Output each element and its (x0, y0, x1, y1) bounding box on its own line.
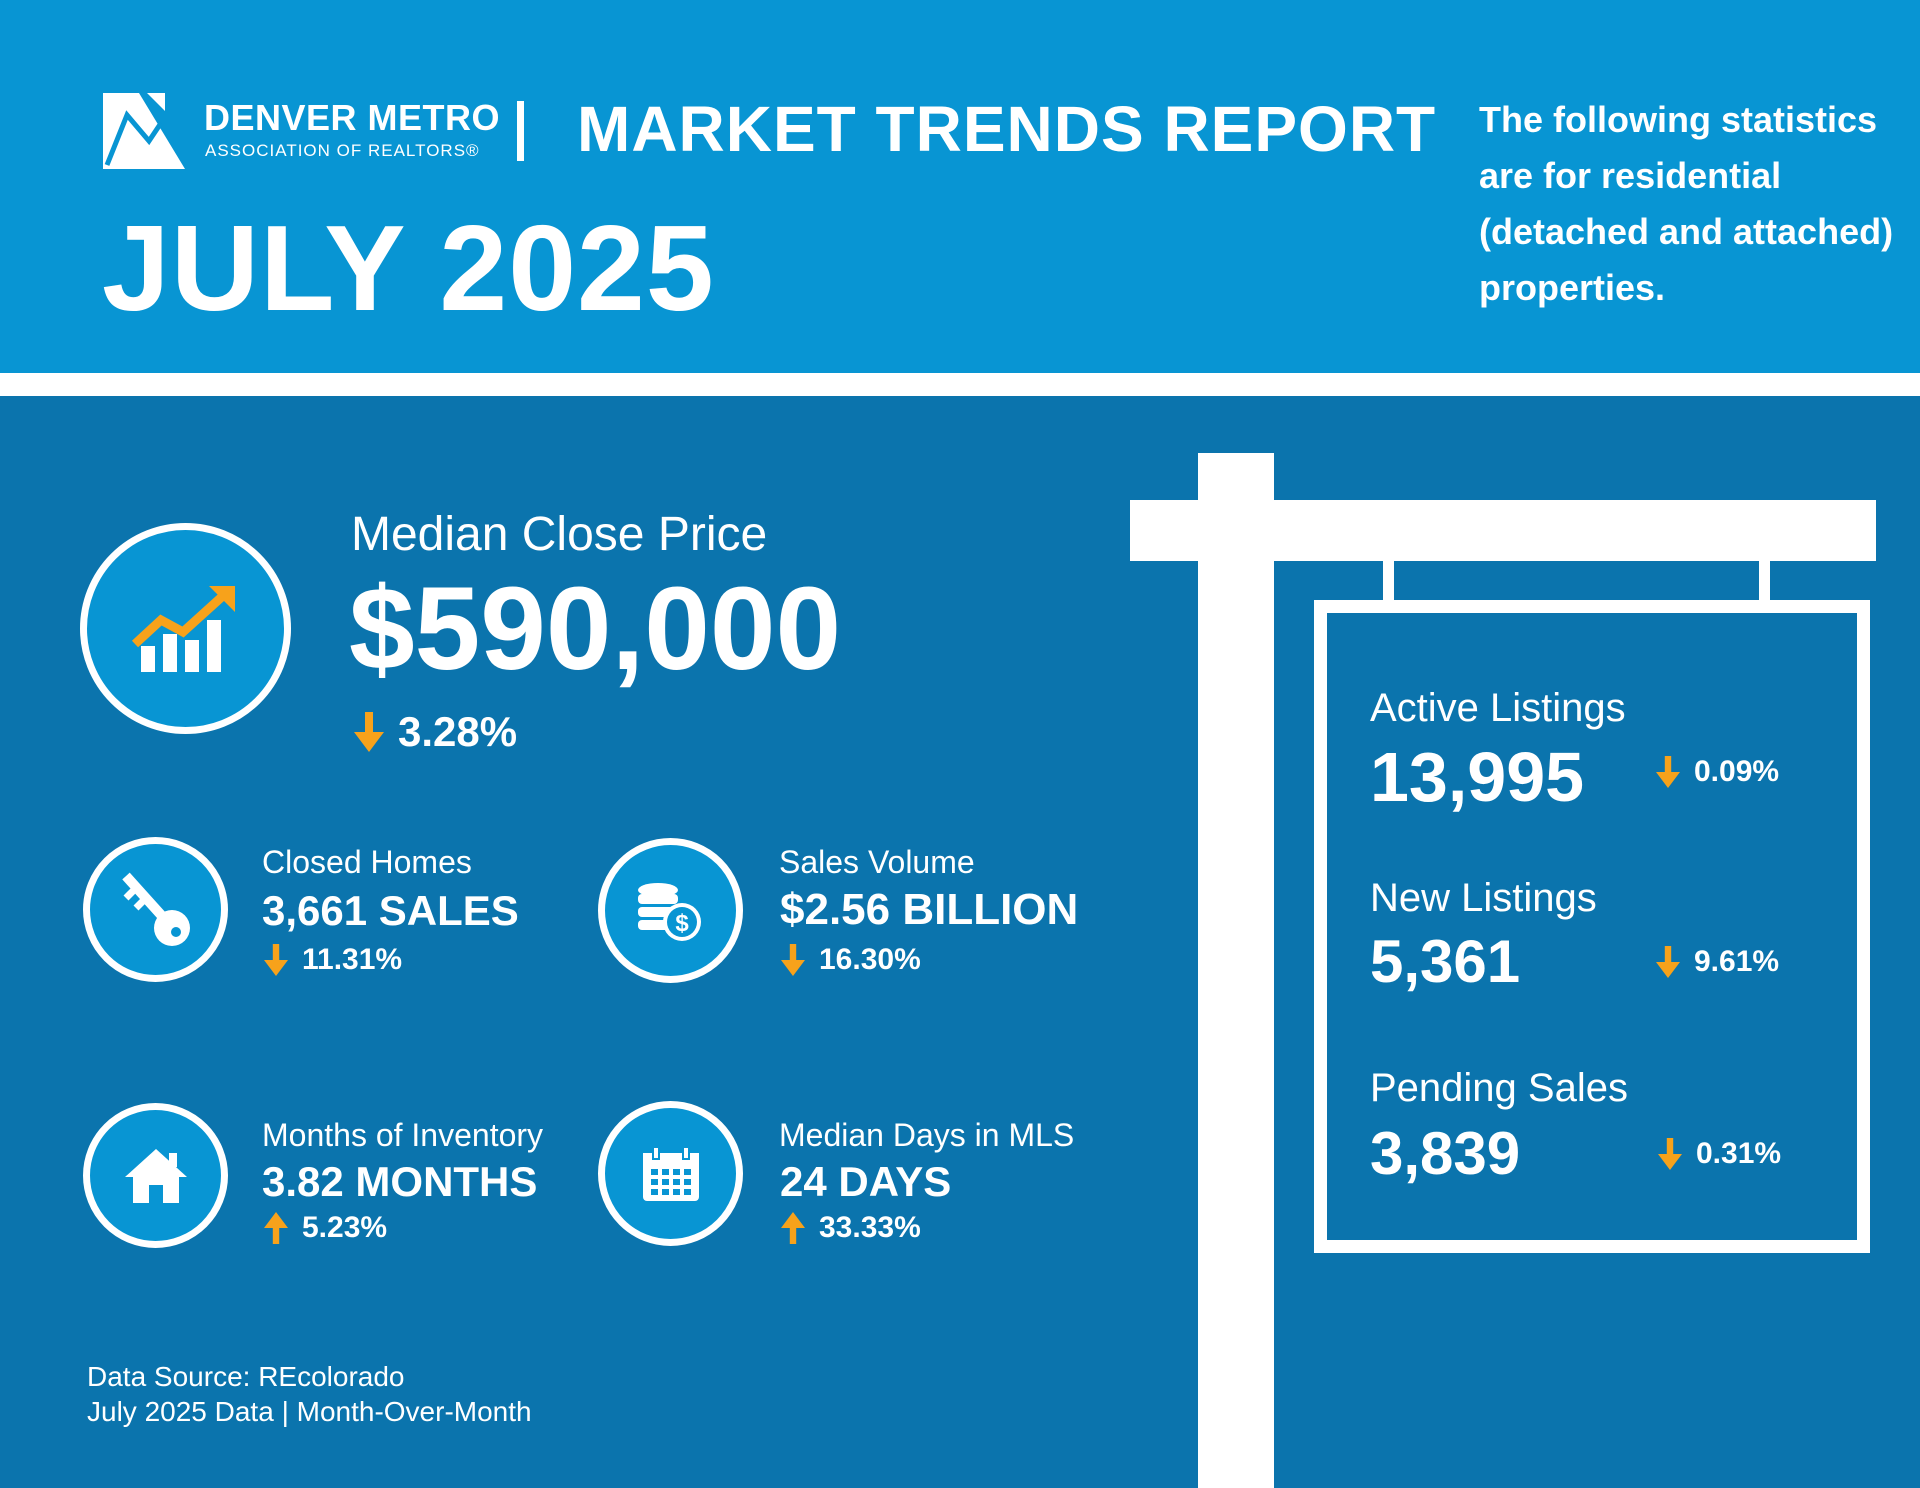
svg-text:$: $ (675, 910, 689, 937)
median-price-label: Median Close Price (351, 508, 768, 561)
days-mls-value: 24 DAYS (780, 1158, 952, 1205)
intro-text: The following statistics are for residen… (1479, 99, 1894, 308)
sales-volume-value: $2.56 BILLION (780, 885, 1079, 934)
months-inventory-change-value: 5.23% (302, 1211, 388, 1244)
closed-homes-change-value: 11.31% (302, 943, 403, 976)
arrow-down-icon (354, 712, 384, 752)
report-title: MARKET TRENDS REPORT (577, 93, 1437, 165)
new-listings-change: 9.61% (1656, 946, 1779, 978)
new-listings-value: 5,361 (1370, 928, 1521, 995)
key-icon (121, 872, 190, 946)
sales-volume-change-value: 16.30% (819, 943, 921, 976)
closed-homes-icon-circle (83, 837, 228, 982)
arrow-up-icon (264, 1212, 288, 1244)
days-mls-change: 33.33% (781, 1212, 921, 1244)
dmar-logo-icon (103, 93, 185, 169)
closed-homes-label: Closed Homes (262, 844, 472, 880)
arrow-down-icon (1658, 1138, 1682, 1170)
months-inventory-value: 3.82 MONTHS (262, 1158, 538, 1205)
arrow-up-icon (781, 1212, 805, 1244)
median-price-value: $590,000 (349, 563, 842, 695)
arrow-down-icon (1656, 756, 1680, 788)
header-banner: DENVER METRO ASSOCIATION OF REALTORS® MA… (0, 0, 1920, 373)
sales-volume-label: Sales Volume (779, 844, 975, 880)
active-listings-change: 0.09% (1656, 756, 1779, 788)
days-mls-label: Median Days in MLS (779, 1117, 1075, 1153)
median-price-change: 3.28% (354, 711, 517, 753)
arrow-down-icon (781, 944, 805, 976)
pending-sales-value: 3,839 (1370, 1120, 1521, 1187)
new-listings-label: New Listings (1370, 876, 1597, 920)
median-price-change-value: 3.28% (398, 708, 518, 755)
org-name: DENVER METRO (204, 97, 501, 138)
closed-homes-value: 3,661 SALES (262, 887, 519, 934)
months-inventory-label: Months of Inventory (262, 1117, 544, 1153)
sign-hanger-right (1759, 561, 1770, 603)
house-icon (124, 1148, 187, 1203)
pending-sales-change: 0.31% (1658, 1138, 1781, 1170)
coins-icon: $ (637, 882, 701, 941)
days-mls-change-value: 33.33% (819, 1211, 921, 1244)
median-price-icon-circle (80, 523, 291, 734)
header-rule (0, 373, 1920, 396)
calendar-icon (642, 1145, 699, 1201)
rising-chart-icon (131, 585, 235, 672)
sales-volume-change: 16.30% (781, 944, 921, 976)
pending-sales-label: Pending Sales (1370, 1066, 1628, 1110)
active-listings-change-value: 0.09% (1694, 755, 1780, 788)
months-inventory-icon-circle (83, 1103, 228, 1248)
period-title: JULY 2025 (102, 200, 715, 336)
closed-homes-change: 11.31% (264, 944, 402, 976)
title-divider (517, 101, 524, 161)
sign-crossbar (1130, 500, 1876, 561)
active-listings-label: Active Listings (1370, 686, 1626, 730)
sign-hanger-left (1383, 561, 1394, 603)
new-listings-change-value: 9.61% (1694, 945, 1780, 978)
data-source: Data Source: REcolorado (87, 1361, 405, 1392)
days-mls-icon-circle (598, 1101, 743, 1246)
listings-sign (1314, 600, 1870, 1253)
sign-post (1198, 453, 1274, 1488)
months-inventory-change: 5.23% (264, 1212, 387, 1244)
sales-volume-icon-circle: $ (598, 838, 743, 983)
active-listings-value: 13,995 (1370, 738, 1585, 816)
arrow-down-icon (1656, 946, 1680, 978)
org-subtitle: ASSOCIATION OF REALTORS® (205, 141, 480, 160)
arrow-down-icon (264, 944, 288, 976)
data-period-note: July 2025 Data | Month-Over-Month (87, 1396, 532, 1427)
pending-sales-change-value: 0.31% (1696, 1137, 1782, 1170)
